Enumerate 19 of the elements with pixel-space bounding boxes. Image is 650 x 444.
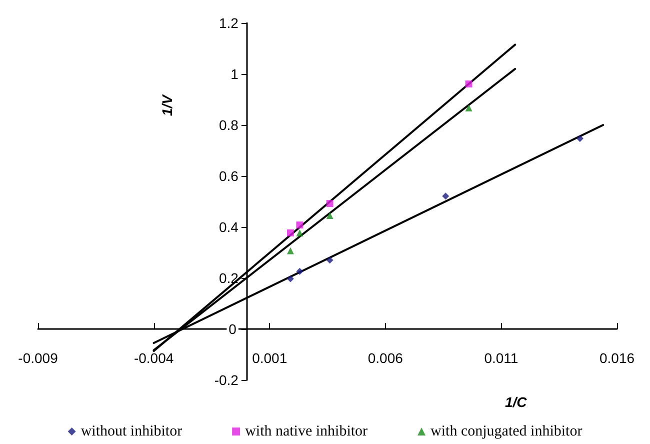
legend-label: without inhibitor bbox=[80, 424, 182, 440]
x-tick-label: 0.001 bbox=[252, 350, 288, 366]
y-tick-label: 0.4 bbox=[218, 219, 239, 235]
x-axis-title: 1/C bbox=[505, 394, 528, 410]
y-tick-label: 0.8 bbox=[218, 117, 239, 133]
x-tick-label: 0.011 bbox=[484, 350, 518, 366]
y-tick-label: 0 bbox=[228, 321, 237, 337]
legend-label: with conjugated inhibitor bbox=[430, 424, 582, 440]
y-tick-label: 1 bbox=[230, 66, 239, 82]
y-axis-title: 1/V bbox=[159, 93, 175, 116]
x-tick-label: -0.009 bbox=[18, 350, 58, 366]
y-tick-label: -0.2 bbox=[214, 372, 239, 388]
y-tick-label: 0.6 bbox=[218, 168, 239, 184]
x-tick-label: 0.016 bbox=[599, 350, 635, 366]
legend-label: with native inhibitor bbox=[245, 424, 368, 440]
y-tick-label: 0.2 bbox=[218, 270, 239, 286]
y-tick-label: 1.2 bbox=[218, 15, 239, 31]
x-tick-label: 0.006 bbox=[368, 350, 404, 366]
x-tick-label: -0.004 bbox=[134, 350, 174, 366]
